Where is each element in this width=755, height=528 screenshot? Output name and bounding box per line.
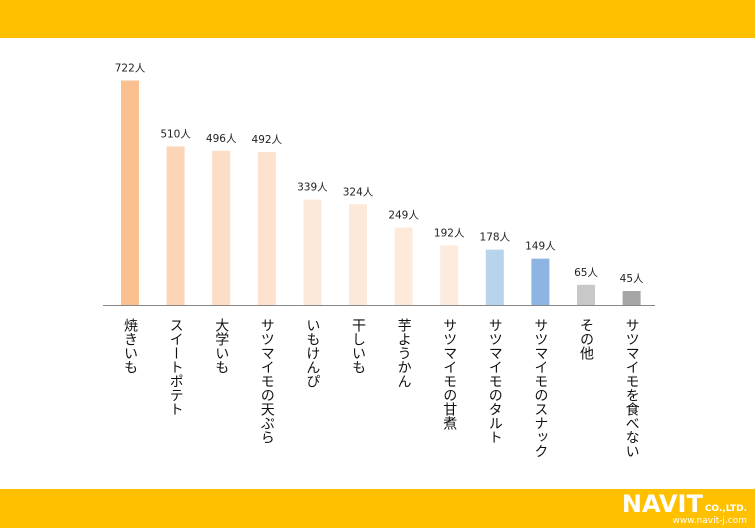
- bottom-banner: [0, 489, 755, 528]
- bar-5: [349, 204, 367, 305]
- navit-logo: NAVIT CO.,LTD. www.navit-j.com: [617, 492, 747, 526]
- logo-name: NAVIT: [621, 490, 703, 518]
- data-label-3: 492人: [252, 134, 283, 146]
- data-label-7: 192人: [434, 227, 465, 239]
- bar-3: [257, 152, 276, 305]
- category-label-0: 焼きいも: [122, 318, 138, 374]
- top-banner: [0, 0, 755, 38]
- bar-8: [485, 249, 504, 305]
- data-labels: 722人 510人 496人 492人 339人 324人 249人 192人 178人 149人…: [115, 63, 644, 286]
- data-label-10: 65人: [574, 267, 598, 279]
- category-label-2: 大学いも: [213, 318, 229, 374]
- bar-chart: 722人 510人 496人 492人 339人 324人 249人 192人 178人 149人…: [103, 63, 655, 458]
- category-label-10: その他: [578, 318, 594, 361]
- bar-4: [303, 199, 322, 305]
- bar-1: [166, 146, 185, 305]
- bar-11: [622, 291, 641, 305]
- category-label-11: サツマイモを食べない: [624, 318, 640, 458]
- data-label-11: 45人: [620, 273, 644, 285]
- data-label-0: 722人: [115, 63, 146, 75]
- category-label-8: サツマイモのタルト: [487, 318, 503, 444]
- data-label-1: 510人: [160, 128, 191, 140]
- category-label-7: サツマイモの甘煮: [441, 318, 457, 430]
- data-label-9: 149人: [525, 241, 556, 253]
- bar-6: [394, 227, 413, 305]
- bar-series: [121, 80, 641, 305]
- bar-2: [212, 150, 231, 305]
- logo-company-suffix: CO.,LTD.: [704, 504, 747, 514]
- bar-10: [577, 284, 595, 305]
- bar-7: [440, 245, 459, 305]
- data-label-6: 249人: [388, 210, 419, 222]
- category-label-9: サツマイモのスナック: [532, 318, 548, 458]
- data-label-4: 339人: [297, 182, 328, 194]
- category-label-3: サツマイモの天ぷら: [259, 318, 275, 444]
- data-label-8: 178人: [480, 232, 511, 244]
- logo-url: www.navit-j.com: [672, 516, 747, 526]
- category-label-1: スイートポテト: [168, 318, 184, 416]
- data-label-5: 324人: [343, 186, 374, 198]
- bar-0: [121, 80, 139, 305]
- bar-9: [531, 258, 550, 305]
- category-labels: 焼きいも スイートポテト 大学いも サツマイモの天ぷら いもけんぴ 干しいも 芋ようかん サツ…: [122, 318, 640, 458]
- category-label-5: 干しいも: [350, 318, 366, 374]
- data-label-2: 496人: [206, 133, 237, 145]
- category-label-6: 芋ようかん: [396, 318, 412, 388]
- category-label-4: いもけんぴ: [304, 318, 320, 388]
